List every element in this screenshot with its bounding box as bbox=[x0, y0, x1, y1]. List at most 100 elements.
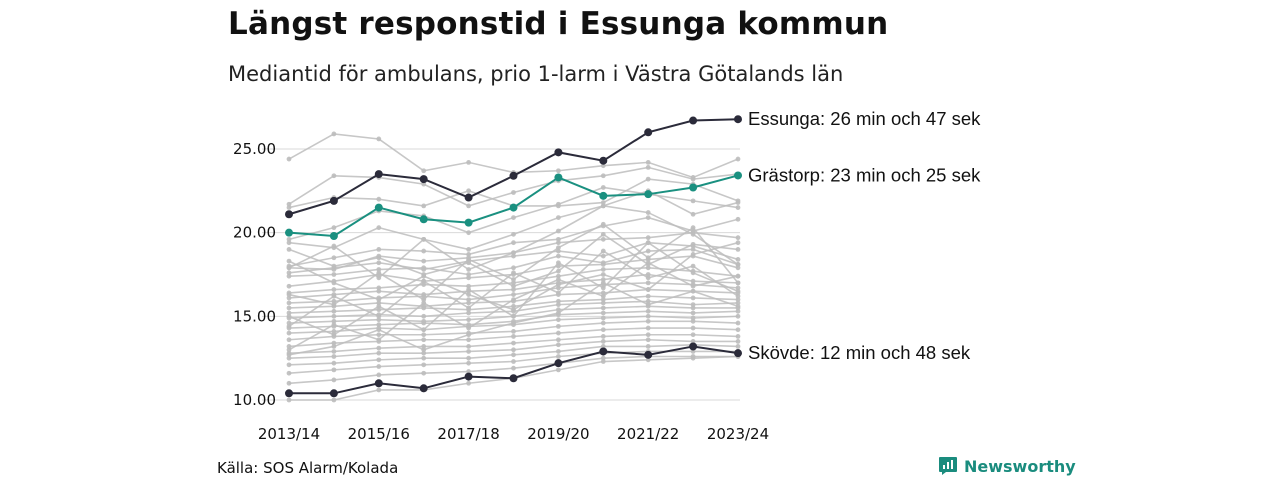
data-point bbox=[421, 332, 427, 338]
data-point bbox=[600, 310, 606, 316]
highlighted-series bbox=[285, 115, 742, 398]
data-point bbox=[466, 203, 471, 209]
data-point bbox=[735, 235, 741, 241]
data-point bbox=[690, 318, 696, 324]
background-series-line bbox=[286, 332, 741, 356]
data-point bbox=[599, 191, 608, 200]
data-point bbox=[511, 253, 516, 259]
y-tick-label: 25.00 bbox=[233, 140, 276, 158]
newsworthy-logo-icon bbox=[939, 457, 957, 475]
data-point bbox=[645, 287, 651, 292]
data-point bbox=[466, 159, 471, 165]
data-point bbox=[511, 352, 516, 358]
data-point bbox=[554, 148, 563, 157]
data-point bbox=[645, 235, 651, 241]
data-point bbox=[689, 342, 698, 351]
data-point bbox=[735, 344, 741, 349]
data-point bbox=[285, 389, 293, 398]
data-point bbox=[466, 257, 471, 262]
data-point bbox=[690, 278, 696, 284]
data-point bbox=[331, 318, 337, 324]
data-point bbox=[331, 344, 337, 349]
data-point bbox=[735, 257, 741, 262]
data-point bbox=[511, 320, 516, 326]
data-point bbox=[690, 176, 696, 182]
data-point bbox=[600, 163, 606, 169]
data-point bbox=[511, 292, 516, 297]
data-point bbox=[645, 248, 651, 254]
data-point bbox=[511, 297, 516, 302]
data-point bbox=[644, 350, 653, 359]
data-point bbox=[286, 300, 292, 306]
data-point bbox=[466, 292, 471, 297]
data-point bbox=[376, 288, 382, 294]
data-point bbox=[286, 320, 292, 326]
x-axis-labels: 2013/14 2015/16 2017/18 2019/20 2021/22 2023/… bbox=[258, 425, 769, 443]
data-point bbox=[331, 367, 337, 373]
data-point bbox=[735, 285, 741, 291]
data-point bbox=[690, 263, 696, 269]
x-tick-label: 2023/24 bbox=[707, 425, 769, 443]
data-point bbox=[556, 323, 561, 329]
data-point bbox=[734, 171, 742, 180]
data-point bbox=[286, 240, 292, 246]
data-point bbox=[464, 372, 473, 381]
data-point bbox=[690, 302, 696, 308]
data-point bbox=[286, 397, 292, 403]
series-label: Grästorp: 23 min och 25 sek bbox=[748, 164, 981, 185]
data-point bbox=[421, 362, 427, 368]
x-tick-label: 2017/18 bbox=[437, 425, 499, 443]
data-point bbox=[600, 277, 606, 282]
data-point bbox=[421, 181, 427, 187]
data-point bbox=[376, 357, 382, 363]
data-point bbox=[735, 313, 741, 319]
data-point bbox=[331, 225, 337, 231]
data-point bbox=[600, 297, 606, 302]
data-point bbox=[331, 332, 337, 338]
data-point bbox=[556, 268, 561, 274]
data-point bbox=[286, 265, 292, 271]
brand-logo: Newsworthy bbox=[938, 456, 1076, 476]
data-point bbox=[735, 156, 741, 162]
data-point bbox=[376, 196, 382, 202]
data-point bbox=[556, 298, 561, 304]
data-point bbox=[421, 305, 427, 311]
data-point bbox=[466, 230, 471, 236]
data-point bbox=[511, 270, 516, 276]
data-point bbox=[690, 241, 696, 247]
data-point bbox=[466, 360, 471, 366]
data-point bbox=[466, 369, 471, 374]
data-point bbox=[331, 313, 337, 319]
highlighted-series-sk-vde bbox=[285, 342, 742, 398]
x-tick-label: 2021/22 bbox=[617, 425, 679, 443]
data-point bbox=[285, 210, 293, 219]
data-point bbox=[554, 359, 563, 368]
data-point bbox=[556, 253, 561, 259]
data-point bbox=[690, 355, 696, 361]
data-point bbox=[690, 349, 696, 354]
data-point bbox=[556, 342, 561, 348]
data-point bbox=[331, 328, 337, 334]
data-point bbox=[285, 228, 293, 237]
data-point bbox=[421, 350, 427, 356]
data-point bbox=[645, 280, 651, 286]
data-point bbox=[599, 347, 608, 356]
data-point bbox=[466, 305, 471, 311]
data-point bbox=[286, 380, 292, 386]
data-point bbox=[645, 165, 651, 170]
data-point bbox=[645, 210, 651, 215]
x-tick-label: 2013/14 bbox=[258, 425, 320, 443]
data-point bbox=[286, 283, 292, 289]
data-point bbox=[690, 283, 696, 289]
data-point bbox=[556, 317, 561, 323]
data-point bbox=[376, 275, 382, 281]
data-point bbox=[466, 283, 471, 289]
data-point bbox=[466, 252, 471, 257]
data-point bbox=[331, 287, 337, 292]
data-point bbox=[511, 277, 516, 282]
data-point bbox=[466, 300, 471, 306]
data-point bbox=[735, 303, 741, 309]
data-point bbox=[421, 272, 427, 277]
data-point bbox=[331, 340, 337, 346]
